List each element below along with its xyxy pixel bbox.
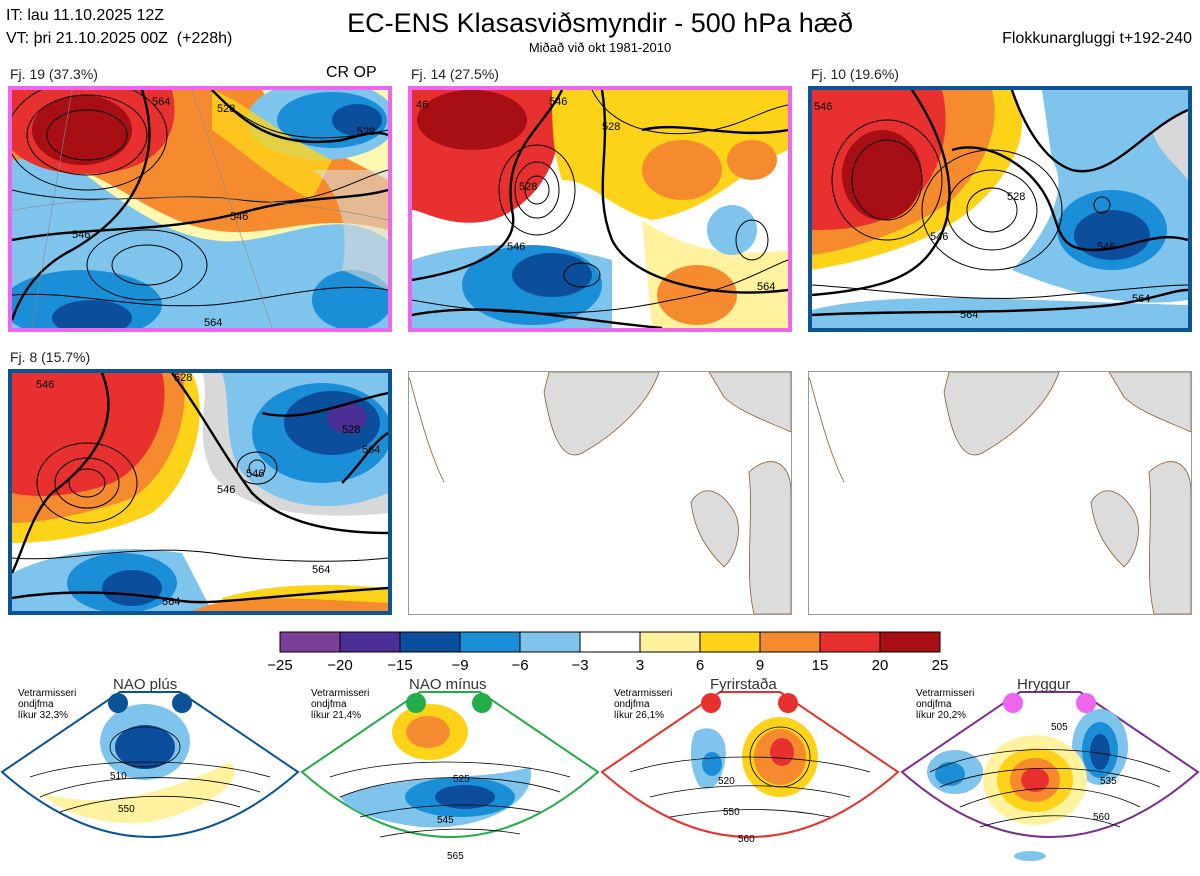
panel-2-label: Fj. 14 (27.5%): [411, 66, 499, 82]
p4-contour-label-2: 528: [174, 373, 192, 384]
regime-1-note: Vetrarmisseri ondjfma líkur 32,3%: [18, 688, 77, 721]
cluster-map-3: 546 528 546 546 564 564: [808, 86, 1192, 332]
empty-map-5: [408, 371, 792, 615]
regime-blocking: 520 550 560: [600, 672, 900, 871]
regime-dot-4a: [1003, 693, 1023, 713]
regime-dot-3b: [778, 693, 798, 713]
colorbar-tick-label: 9: [756, 657, 764, 672]
regime-3-label-1: 520: [718, 776, 735, 787]
empty-map-6: [808, 371, 1192, 615]
colorbar-tick-label: −6: [511, 657, 528, 672]
colorbar-swatch: [339, 631, 401, 653]
regime-1-name: NAO plús: [113, 676, 178, 693]
p4-contour-label-5: 546: [217, 484, 235, 496]
colorbar-swatch: [699, 631, 761, 653]
colorbar-tick-label: 15: [812, 657, 829, 672]
regime-2-label-1: 525: [453, 774, 470, 785]
p3-contour-label-2: 528: [1007, 191, 1025, 203]
p2-contour-label-3: 528: [519, 181, 537, 193]
p2-contour-label-5: 528: [602, 121, 620, 133]
p1-contour-label-3: 528: [357, 126, 375, 138]
colorbar-tick-label: 6: [696, 657, 704, 672]
colorbar-tick-label: 20: [872, 657, 889, 672]
regime-1-label-2: 550: [118, 804, 135, 815]
regime-3-label-3: 560: [738, 834, 755, 845]
panel-4-label: Fj. 8 (15.7%): [10, 349, 91, 365]
colorbar-tick-label: −20: [327, 657, 352, 672]
p1-contour-label-4: 546: [230, 211, 248, 223]
colorbar-tick-label: −25: [267, 657, 292, 672]
colorbar-swatch: [279, 631, 341, 653]
regime-2-label-2: 545: [437, 815, 454, 826]
it-line: IT: lau 11.10.2025 12Z: [6, 7, 165, 24]
regime-4-name: Hryggur: [1017, 676, 1071, 693]
p1-contour-label-5: 546: [72, 229, 90, 241]
regime-nao-plus: 510 550: [0, 672, 300, 871]
p3-contour-label-4: 546: [1097, 241, 1115, 253]
regime-ridge: 505 535 560: [900, 672, 1200, 871]
regime-dot-4b: [1076, 693, 1096, 713]
regime-4-label-1: 505: [1051, 722, 1068, 733]
cluster-map-2: 46 546 528 546 528 564: [408, 86, 792, 332]
p1-contour-label-2: 528: [217, 103, 235, 115]
colorbar-swatch: [579, 631, 641, 653]
colorbar-swatch: [459, 631, 521, 653]
p4-contour-label-8: 564: [162, 596, 180, 608]
p1-contour-label-1: 564: [152, 96, 170, 108]
p3-contour-label-3: 546: [930, 231, 948, 243]
p3-contour-label-5: 564: [1132, 293, 1150, 305]
p1-contour-label-6: 564: [204, 317, 222, 328]
colorbar-swatch: [639, 631, 701, 653]
colorbar-tick-label: 3: [636, 657, 644, 672]
p2-contour-label-2: 546: [549, 96, 567, 108]
p4-contour-label-1: 546: [36, 379, 54, 391]
p4-contour-label-4: 546: [246, 468, 264, 480]
regime-2-label-3: 565: [447, 851, 464, 862]
colorbar-tick-label: 25: [932, 657, 949, 672]
cluster-map-4: 546 528 528 546 546 564 564 564: [8, 369, 392, 615]
regime-dot-2a: [406, 693, 426, 713]
colorbar-swatch: [759, 631, 821, 653]
p2-contour-label-1: 46: [416, 99, 428, 111]
panel-1-tag: CR OP: [326, 64, 377, 81]
regime-dot-2b: [472, 693, 492, 713]
regime-nao-minus: 525 545 565: [300, 672, 600, 871]
regime-1-label-1: 510: [110, 771, 127, 782]
colorbar-tick-label: −15: [387, 657, 412, 672]
regime-3-label-2: 550: [723, 807, 740, 818]
colorbar-swatch: [399, 631, 461, 653]
p4-contour-label-6: 564: [362, 444, 380, 456]
regime-3-name: Fyrirstaða: [710, 676, 777, 693]
panel-1-label: Fj. 19 (37.3%): [10, 66, 98, 82]
colorbar-tick-label: −9: [451, 657, 468, 672]
regime-dot-3a: [701, 693, 721, 713]
regime-4-note: Vetrarmisseri ondjfma líkur 20,2%: [916, 688, 975, 721]
vt-line: VT: þri 21.10.2025 00Z (+228h): [6, 30, 233, 47]
regime-3-note: Vetrarmisseri ondjfma líkur 26,1%: [614, 688, 673, 721]
regime-4-label-2: 535: [1100, 776, 1117, 787]
p4-contour-label-3: 528: [342, 424, 360, 436]
panel-3-label: Fj. 10 (19.6%): [811, 66, 899, 82]
p4-contour-label-7: 564: [312, 564, 330, 576]
regime-dot-1b: [172, 693, 192, 713]
colorbar-swatch: [819, 631, 881, 653]
classification-window: Flokkunargluggi t+192-240: [1002, 30, 1192, 47]
p3-contour-label-6: 564: [960, 309, 978, 321]
p2-contour-label-4: 546: [507, 241, 525, 253]
p2-contour-label-6: 564: [757, 281, 775, 293]
regime-2-name: NAO mínus: [409, 676, 487, 693]
regime-2-note: Vetrarmisseri ondjfma líkur 21,4%: [311, 688, 370, 721]
page-title: EC-ENS Klasasviðsmyndir - 500 hPa hæð: [347, 8, 853, 38]
cluster-map-1: 564 528 528 546 546 564: [8, 86, 392, 332]
page-subtitle: Miðað við okt 1981-2010: [528, 40, 672, 55]
colorbar: −25 −20 −15 −9 −6 −3 3 6 9 15 20 25: [267, 631, 949, 672]
colorbar-swatch: [519, 631, 581, 653]
regime-4-label-3: 560: [1093, 812, 1110, 823]
p3-contour-label-1: 546: [814, 101, 832, 113]
colorbar-tick-label: −3: [571, 657, 588, 672]
regime-dot-1a: [108, 693, 128, 713]
header-times: IT: lau 11.10.2025 12Z VT: þri 21.10.202…: [6, 4, 232, 50]
colorbar-swatch: [879, 631, 941, 653]
